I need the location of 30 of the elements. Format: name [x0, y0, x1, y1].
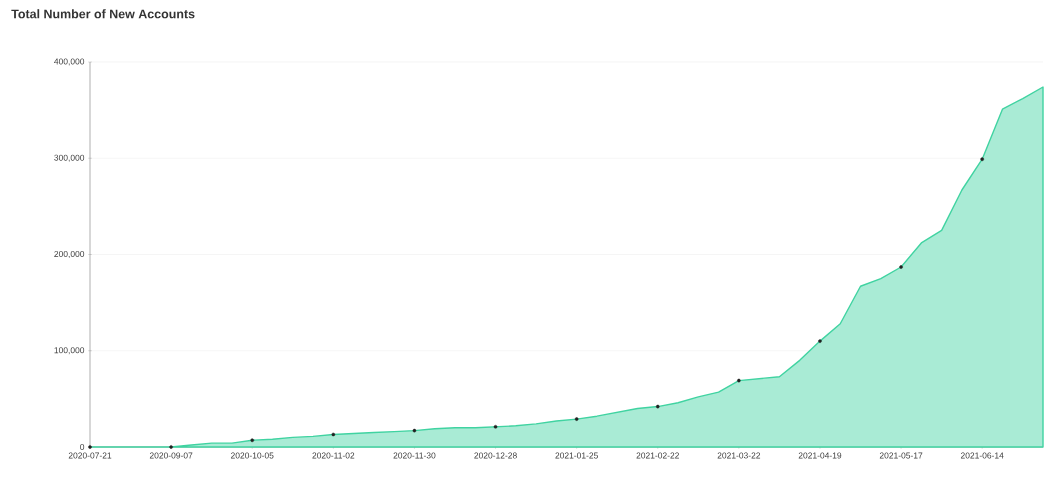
x-tick-label: 2020-09-07 [149, 452, 193, 459]
point [980, 157, 984, 161]
y-tick-label: 200,000 [54, 251, 85, 258]
y-tick-label: 400,000 [54, 58, 85, 66]
point [818, 339, 822, 343]
y-tick-label: 0 [80, 443, 85, 450]
x-tick-label: 2021-02-22 [636, 452, 679, 459]
point [655, 404, 660, 409]
point [899, 265, 903, 269]
point [574, 417, 579, 421]
point [250, 438, 255, 443]
x-tick-label: 2020-10-05 [230, 452, 274, 459]
point [493, 424, 498, 429]
point [412, 428, 417, 433]
x-tick-label: 2021-05-17 [879, 452, 923, 459]
point [169, 445, 173, 449]
y-tick-label: 100,000 [54, 347, 85, 355]
y-tick-label: 300,000 [54, 154, 85, 162]
chart-title: Total Number of New Accounts [11, 9, 195, 19]
x-tick-label: 2021-04-19 [798, 452, 842, 459]
x-tick-label: 2020-12-28 [474, 452, 517, 459]
x-tick-label: 2021-03-22 [717, 452, 761, 459]
point [737, 378, 741, 383]
x-tick-label: 2020-11-02 [312, 452, 355, 459]
x-tick-label: 2020-11-30 [393, 452, 436, 459]
x-tick-label: 2021-01-25 [555, 452, 598, 459]
x-tick-label: 2021-06-14 [960, 452, 1004, 459]
point [88, 445, 92, 449]
x-tick-label: 2020-07-21 [68, 452, 112, 459]
point [331, 432, 336, 437]
